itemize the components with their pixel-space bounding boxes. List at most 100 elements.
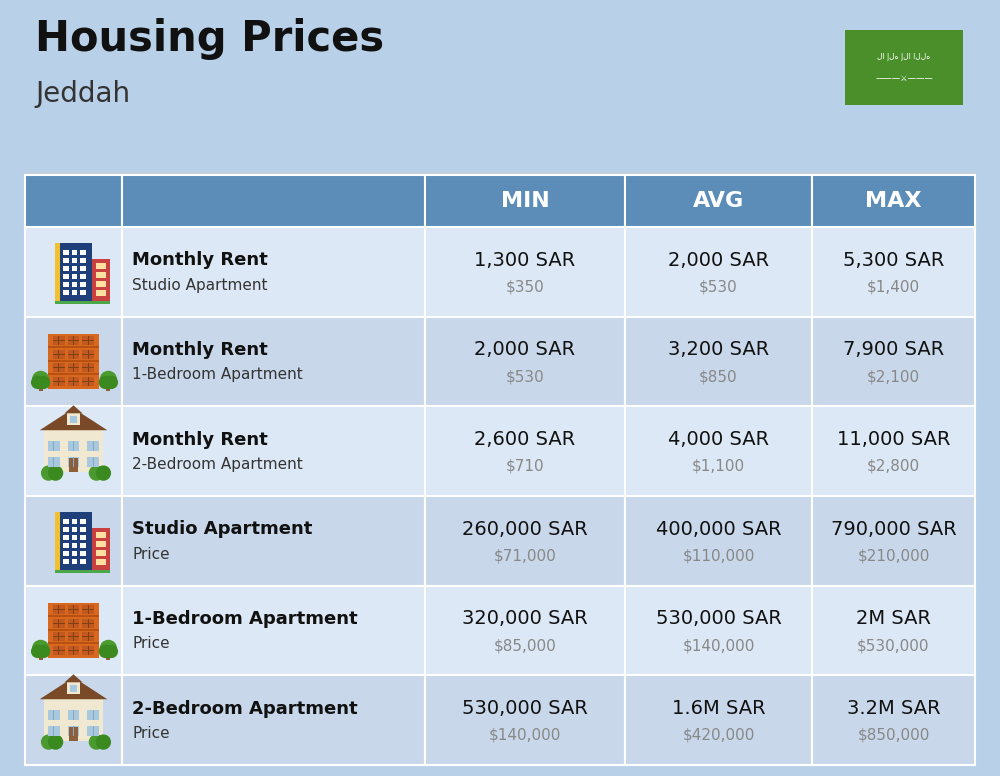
Text: MIN: MIN (501, 191, 549, 211)
FancyBboxPatch shape (812, 175, 975, 227)
Text: $110,000: $110,000 (682, 549, 755, 563)
FancyBboxPatch shape (44, 699, 103, 741)
FancyBboxPatch shape (68, 382, 79, 383)
FancyBboxPatch shape (63, 535, 69, 540)
Circle shape (32, 646, 44, 657)
FancyBboxPatch shape (625, 175, 812, 227)
FancyBboxPatch shape (80, 519, 86, 524)
Text: Studio Apartment: Studio Apartment (132, 278, 268, 293)
FancyBboxPatch shape (812, 586, 975, 675)
FancyBboxPatch shape (80, 282, 86, 287)
FancyBboxPatch shape (55, 243, 60, 301)
Polygon shape (40, 408, 107, 430)
Text: $850,000: $850,000 (857, 728, 930, 743)
Text: AVG: AVG (693, 191, 744, 211)
Text: 260,000 SAR: 260,000 SAR (462, 520, 588, 539)
Text: 1-Bedroom Apartment: 1-Bedroom Apartment (132, 368, 303, 383)
FancyBboxPatch shape (25, 586, 122, 675)
FancyBboxPatch shape (63, 543, 69, 548)
FancyBboxPatch shape (68, 340, 79, 341)
FancyBboxPatch shape (70, 416, 77, 423)
Text: $530: $530 (699, 279, 738, 295)
Text: Monthly Rent: Monthly Rent (132, 341, 268, 359)
Text: $2,100: $2,100 (867, 369, 920, 384)
FancyBboxPatch shape (53, 368, 65, 369)
FancyBboxPatch shape (82, 335, 94, 345)
FancyBboxPatch shape (55, 512, 60, 570)
FancyBboxPatch shape (96, 532, 106, 538)
FancyBboxPatch shape (44, 430, 103, 472)
Circle shape (33, 372, 49, 387)
FancyBboxPatch shape (82, 622, 94, 624)
FancyBboxPatch shape (425, 227, 625, 317)
FancyBboxPatch shape (48, 710, 60, 720)
FancyBboxPatch shape (812, 675, 975, 765)
Text: $420,000: $420,000 (682, 728, 755, 743)
FancyBboxPatch shape (55, 512, 92, 570)
FancyBboxPatch shape (53, 636, 65, 637)
FancyBboxPatch shape (63, 551, 69, 556)
FancyBboxPatch shape (72, 258, 77, 263)
Text: ———⚔———: ———⚔——— (875, 74, 933, 83)
Circle shape (42, 466, 56, 480)
Text: $350: $350 (506, 279, 544, 295)
FancyBboxPatch shape (69, 727, 78, 741)
FancyBboxPatch shape (80, 535, 86, 540)
FancyBboxPatch shape (106, 382, 110, 391)
Text: 3.2M SAR: 3.2M SAR (847, 699, 940, 718)
FancyBboxPatch shape (48, 442, 60, 451)
FancyBboxPatch shape (82, 382, 94, 383)
FancyBboxPatch shape (80, 258, 86, 263)
Circle shape (38, 376, 50, 389)
Text: $710: $710 (506, 459, 544, 474)
Text: Price: Price (132, 547, 170, 562)
FancyBboxPatch shape (92, 528, 110, 570)
FancyBboxPatch shape (82, 608, 94, 610)
Text: $71,000: $71,000 (494, 549, 556, 563)
FancyBboxPatch shape (425, 496, 625, 586)
FancyBboxPatch shape (82, 349, 94, 359)
Text: $1,100: $1,100 (692, 459, 745, 474)
FancyBboxPatch shape (48, 629, 99, 630)
FancyBboxPatch shape (68, 349, 79, 359)
FancyBboxPatch shape (53, 349, 65, 359)
Text: $1,400: $1,400 (867, 279, 920, 295)
FancyBboxPatch shape (122, 227, 425, 317)
FancyBboxPatch shape (80, 250, 86, 255)
Text: 400,000 SAR: 400,000 SAR (656, 520, 781, 539)
FancyBboxPatch shape (68, 650, 79, 651)
FancyBboxPatch shape (68, 710, 79, 720)
FancyBboxPatch shape (812, 407, 975, 496)
FancyBboxPatch shape (25, 171, 975, 174)
FancyBboxPatch shape (68, 608, 79, 610)
FancyBboxPatch shape (53, 632, 65, 642)
Polygon shape (40, 677, 107, 699)
FancyBboxPatch shape (53, 377, 65, 386)
FancyBboxPatch shape (82, 646, 94, 656)
FancyBboxPatch shape (72, 266, 77, 271)
FancyBboxPatch shape (96, 289, 106, 296)
Text: Monthly Rent: Monthly Rent (132, 431, 268, 449)
Text: 2,000 SAR: 2,000 SAR (668, 251, 769, 270)
FancyBboxPatch shape (55, 568, 110, 573)
FancyBboxPatch shape (68, 363, 79, 372)
FancyBboxPatch shape (53, 354, 65, 355)
FancyBboxPatch shape (68, 622, 79, 624)
FancyBboxPatch shape (68, 636, 79, 637)
Text: $530,000: $530,000 (857, 638, 930, 653)
Circle shape (100, 640, 116, 656)
FancyBboxPatch shape (72, 519, 77, 524)
FancyBboxPatch shape (25, 496, 122, 586)
Circle shape (49, 466, 63, 480)
Circle shape (32, 376, 44, 389)
FancyBboxPatch shape (80, 551, 86, 556)
FancyBboxPatch shape (53, 622, 65, 624)
FancyBboxPatch shape (425, 586, 625, 675)
FancyBboxPatch shape (48, 603, 99, 658)
Circle shape (49, 735, 63, 749)
FancyBboxPatch shape (87, 442, 99, 451)
FancyBboxPatch shape (25, 675, 122, 765)
Text: 2,600 SAR: 2,600 SAR (474, 430, 576, 449)
FancyBboxPatch shape (82, 368, 94, 369)
Text: 3,200 SAR: 3,200 SAR (668, 341, 769, 359)
